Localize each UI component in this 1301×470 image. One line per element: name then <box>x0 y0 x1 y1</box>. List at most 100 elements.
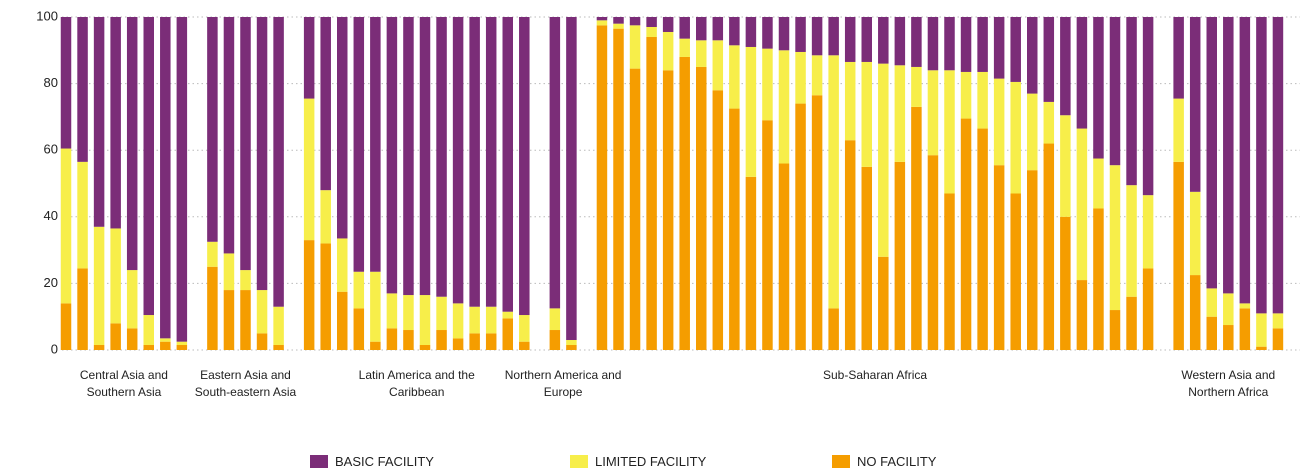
bar-segment <box>646 26 657 37</box>
bar-segment <box>679 56 690 351</box>
bar-segment <box>977 128 988 350</box>
bar-segment <box>778 163 790 350</box>
bar-segment <box>1060 115 1071 217</box>
y-tick-label: 60 <box>44 142 58 157</box>
bar-segment <box>549 330 561 350</box>
bar-segment <box>1173 98 1184 162</box>
bar-segment <box>485 333 497 350</box>
bar-segment <box>613 28 624 351</box>
group-label: Sub-Saharan Africa <box>822 368 928 382</box>
bar-segment <box>662 70 674 350</box>
group-label: Western Asia and Northern Africa <box>1181 368 1276 399</box>
bar-segment <box>1142 17 1154 196</box>
bar-segment <box>403 295 414 331</box>
bar-segment <box>519 315 530 342</box>
bar-segment <box>1043 143 1055 350</box>
bar-segment <box>795 51 806 104</box>
bar-segment <box>960 17 972 72</box>
bar-segment <box>1060 216 1071 350</box>
bar-segment <box>93 17 105 227</box>
bar-segment <box>337 17 348 239</box>
bar-segment <box>1272 17 1284 314</box>
bar-segment <box>993 165 1005 350</box>
bar-segment <box>1239 17 1251 304</box>
bar-segment <box>944 193 955 350</box>
bar-segment <box>1206 288 1217 317</box>
bar-segment <box>1206 17 1217 289</box>
legend-label: LIMITED FACILITY <box>595 454 707 469</box>
bar-segment <box>273 345 284 350</box>
bar-segment <box>549 17 561 309</box>
bar-segment <box>1060 17 1071 116</box>
bar-segment <box>729 17 740 46</box>
bar-segment <box>861 17 872 62</box>
bar-segment <box>519 17 530 316</box>
bar-segment <box>126 328 138 350</box>
bar-segment <box>452 303 464 339</box>
bar-segment <box>126 17 138 271</box>
bar-segment <box>419 295 431 346</box>
bar-segment <box>386 328 398 350</box>
bar-segment <box>993 78 1005 166</box>
y-tick-label: 40 <box>44 208 58 223</box>
bar-segment <box>960 118 972 350</box>
bar-segment <box>1189 275 1201 350</box>
bar-segment <box>502 318 513 350</box>
bar-segment <box>712 17 724 41</box>
bar-segment <box>729 108 740 350</box>
bar-segment <box>566 345 577 350</box>
bar-segment <box>811 55 823 96</box>
bar-segment <box>745 17 757 47</box>
bar-segment <box>60 303 72 350</box>
bar-segment <box>1272 313 1284 329</box>
bar-segment <box>566 340 577 346</box>
bar-segment <box>696 40 707 67</box>
bar-segment <box>894 65 906 162</box>
bar-segment <box>207 17 218 242</box>
bar-segment <box>1043 17 1055 102</box>
bar-segment <box>1126 17 1137 186</box>
bar-segment <box>502 17 513 312</box>
bar-segment <box>878 256 889 350</box>
bar-segment <box>944 17 955 71</box>
bar-segment <box>176 345 188 350</box>
bar-segment <box>303 98 315 241</box>
bar-segment <box>469 306 480 334</box>
y-tick-label: 80 <box>44 75 58 90</box>
y-tick-label: 100 <box>36 8 58 23</box>
bar-segment <box>662 17 674 32</box>
bar-segment <box>1126 185 1137 297</box>
bar-segment <box>613 23 624 29</box>
bar-segment <box>256 17 268 291</box>
bar-segment <box>1239 303 1251 309</box>
bar-segment <box>712 90 724 350</box>
bar-segment <box>629 17 641 26</box>
bar-segment <box>1256 17 1267 314</box>
bar-segment <box>436 17 447 297</box>
bar-segment <box>469 17 480 307</box>
bar-segment <box>77 268 88 350</box>
bar-segment <box>629 68 641 351</box>
bar-segment <box>223 253 235 291</box>
bar-segment <box>370 341 381 350</box>
group-label: Latin America and the Caribbean <box>358 368 475 399</box>
bar-segment <box>160 341 171 350</box>
bar-segment <box>844 140 856 350</box>
bar-segment <box>370 17 381 272</box>
bar-segment <box>679 38 690 57</box>
bar-segment <box>1093 158 1104 209</box>
bar-segment <box>176 341 188 346</box>
bar-segment <box>353 308 365 350</box>
bar-segment <box>646 17 657 27</box>
bar-segment <box>993 17 1005 79</box>
bar-segment <box>337 238 348 292</box>
bar-segment <box>745 46 757 177</box>
bar-segment <box>207 241 218 267</box>
bar-segment <box>596 17 608 21</box>
bar-segment <box>795 103 806 350</box>
bar-segment <box>143 315 154 346</box>
bar-segment <box>143 345 154 350</box>
bar-segment <box>1109 310 1121 350</box>
bar-segment <box>1223 17 1234 294</box>
bar-segment <box>320 17 331 191</box>
